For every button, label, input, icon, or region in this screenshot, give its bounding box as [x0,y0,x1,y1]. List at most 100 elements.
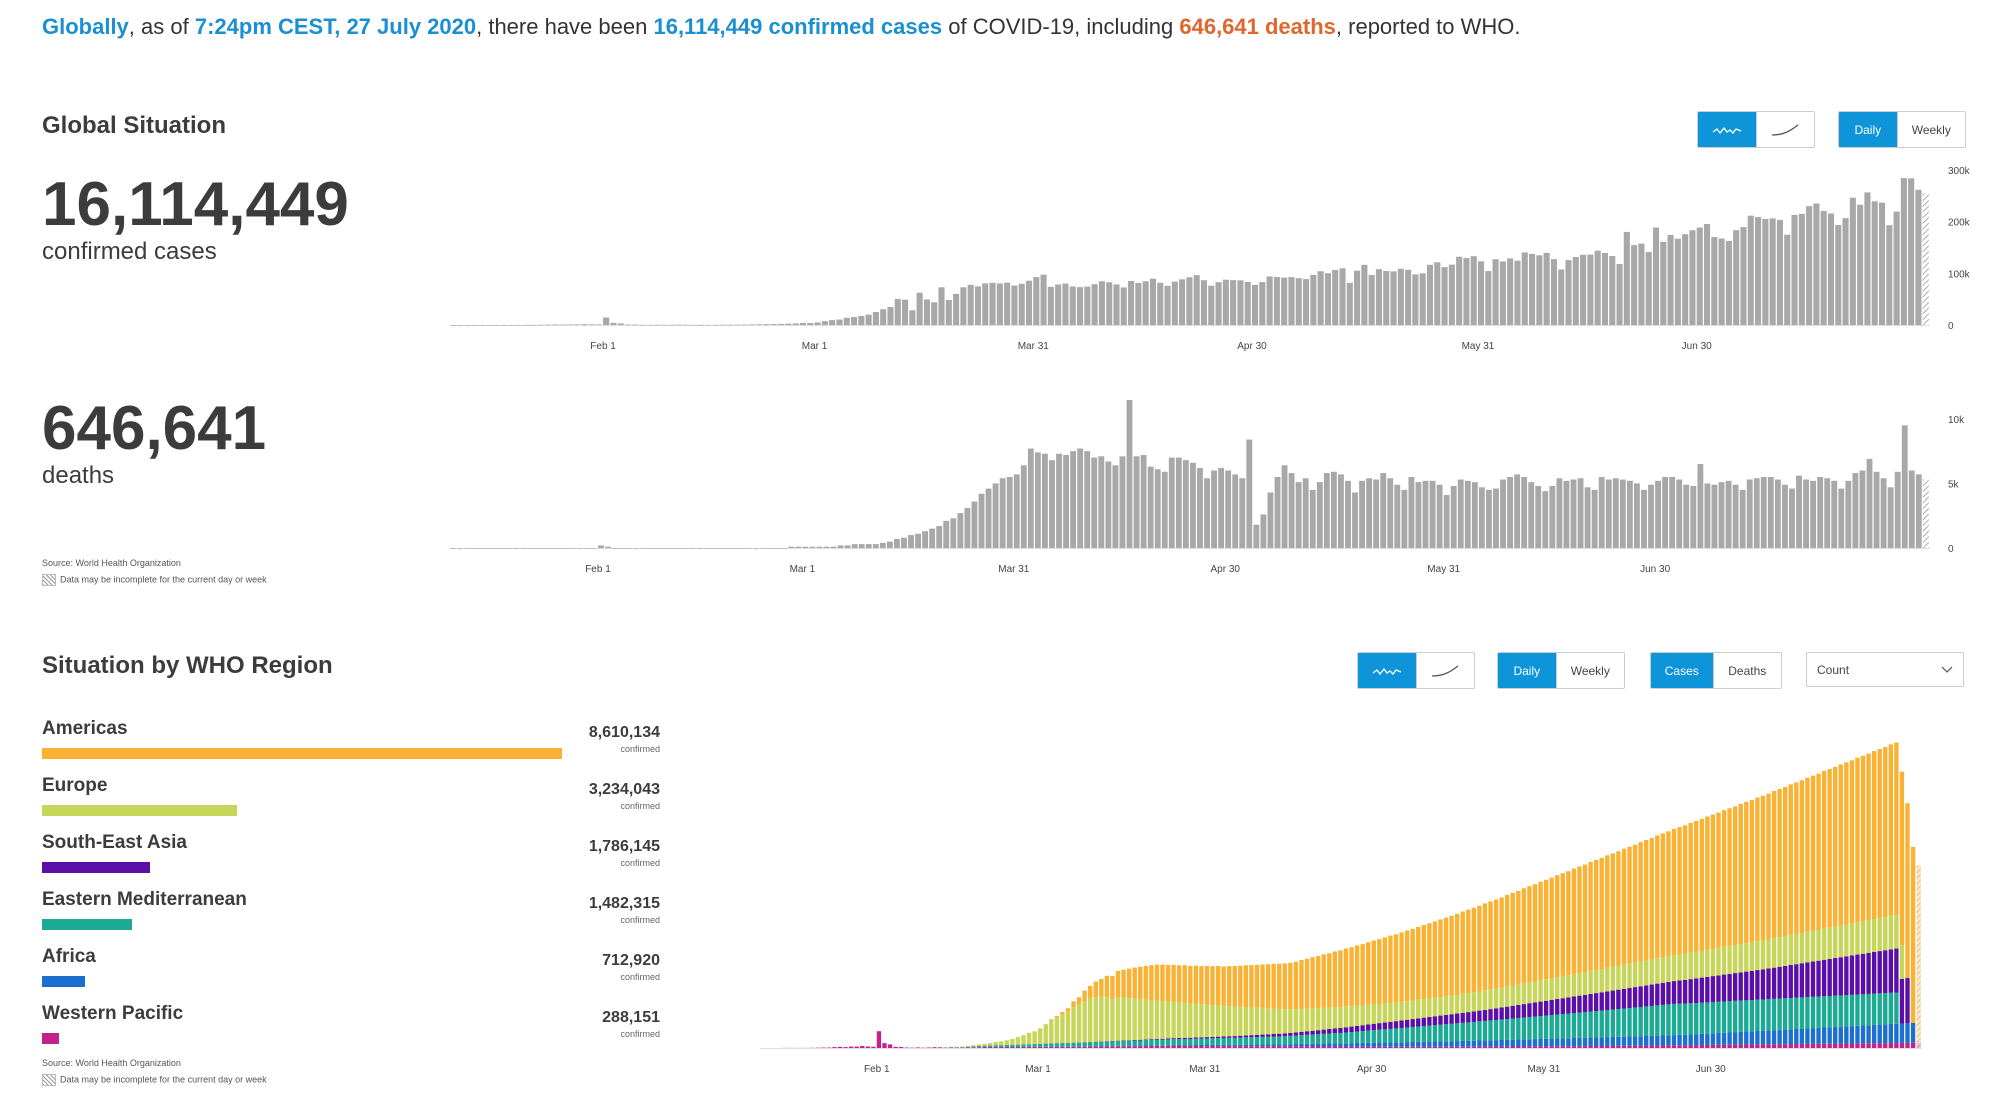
stacked-bar-segment [1627,1008,1632,1037]
x-tick-label: Apr 30 [1357,1064,1387,1075]
bar [1577,478,1584,548]
stacked-bar-segment [1493,1019,1499,1041]
stacked-bar-segment [1438,1024,1443,1042]
stacked-bar-segment [1727,1032,1732,1045]
region-weekly-button[interactable]: Weekly [1555,653,1624,688]
stacked-bar-segment [1688,1045,1693,1048]
bar [1346,282,1353,325]
region-row-africa[interactable]: Africa 712,920 confirmed [42,946,662,996]
stacked-bar-segment [1432,1041,1438,1047]
stacked-bar-segment [1493,988,1499,1009]
global-daily-button[interactable]: Daily [1839,112,1897,147]
bar [457,548,463,549]
region-cases-button[interactable]: Cases [1651,653,1713,688]
stacked-bar-segment [1015,1044,1021,1047]
x-tick-label: Mar 31 [1018,341,1050,352]
region-daily-wave-toggle[interactable] [1358,653,1416,688]
bar [1648,484,1654,548]
bar [1871,201,1878,325]
stacked-bar-segment [1366,1042,1371,1047]
stacked-bar-segment [1149,1046,1154,1048]
bar [1718,238,1725,325]
stacked-bar-segment [915,1047,921,1048]
stacked-bar-segment [1532,1039,1538,1047]
daily-wave-toggle[interactable] [1698,112,1756,147]
stacked-bar-segment [1338,950,1343,1008]
stacked-bar-segment [1076,1042,1082,1047]
region-row-eastern-mediterranean[interactable]: Eastern Mediterranean 1,482,315 confirmed [42,889,662,939]
region-scale-dropdown[interactable]: Count [1806,652,1964,687]
x-tick-label: Mar 1 [802,341,828,352]
stacked-bar-segment [1777,966,1782,999]
stacked-bar-segment [1171,1045,1176,1048]
bar [464,325,471,326]
stacked-bar-segment [1249,1037,1254,1045]
stacked-bar-segment [1582,1046,1588,1048]
bar [610,322,617,325]
stacked-bar-segment [1327,1046,1332,1048]
stacked-bar-segment [1310,957,1315,1009]
bar [1463,258,1470,325]
bar [1251,284,1259,325]
stacked-bar-segment [1188,1037,1193,1039]
stacked-bar-segment [1360,1005,1365,1026]
bar [661,324,668,326]
stacked-bar-segment [1855,922,1860,955]
stacked-bar-segment [1366,942,1371,1005]
bar [858,315,865,325]
stacked-bar-segment [1421,1046,1426,1048]
bar [548,548,555,549]
region-row-south-east-asia[interactable]: South-East Asia 1,786,145 confirmed [42,832,662,882]
x-tick-label: Feb 1 [590,341,616,352]
global-weekly-button[interactable]: Weekly [1896,112,1965,147]
stacked-bar-segment [1165,1045,1171,1046]
stacked-bar-segment [1694,1045,1699,1048]
region-row-americas[interactable]: Americas 8,610,134 confirmed [42,718,662,768]
stacked-bar-segment [1543,1015,1549,1039]
region-row-europe[interactable]: Europe 3,234,043 confirmed [42,775,662,825]
cumulative-curve-toggle[interactable] [1755,112,1815,147]
stacked-bar-segment [1760,1044,1766,1048]
region-cumulative-curve-toggle[interactable] [1415,653,1475,688]
stacked-bar-segment [1099,1046,1104,1048]
bar [953,293,960,325]
stacked-bar-segment [1327,1007,1332,1030]
region-row-western-pacific[interactable]: Western Pacific 288,151 confirmed [42,1003,662,1053]
stacked-bar-segment [1821,1027,1827,1044]
stacked-bar-segment [1844,956,1849,996]
bar [710,548,717,549]
stacked-bar-segment [1399,1027,1404,1043]
stacked-bar-segment [1482,1009,1488,1021]
stacked-bar-segment [1532,1046,1538,1048]
stacked-bar-segment [1738,972,1743,1001]
stacked-bar-segment [882,1043,887,1048]
stacked-bar-segment [1749,1044,1755,1048]
stacked-bar-segment [1099,996,1104,1042]
bar [562,548,569,549]
bar [1641,489,1647,549]
bar [617,323,624,325]
stacked-bar-segment [1432,1016,1438,1026]
bar [1135,282,1142,325]
stacked-bar-segment [1460,1040,1465,1047]
stacked-bar-segment [1510,1046,1515,1048]
stacked-bar-segment [1210,1036,1215,1039]
stacked-bar-segment [1721,1001,1727,1033]
region-daily-button[interactable]: Daily [1498,653,1556,688]
stacked-bar-segment [1477,1040,1482,1047]
stacked-bar-segment [1555,1038,1560,1047]
region-value: 8,610,134 [588,724,660,741]
stacked-bar-segment [1821,996,1827,1028]
stacked-bar-segment [1332,1028,1338,1034]
region-deaths-button[interactable]: Deaths [1712,653,1781,688]
bar [583,548,590,549]
stacked-bar-segment [1755,1044,1760,1048]
stacked-bar-segment [1860,994,1866,1026]
confirmed-cases-label: confirmed cases [42,238,217,265]
stacked-bar-segment [1310,1046,1315,1048]
bar [814,322,821,325]
stacked-bar-segment [1104,1046,1110,1048]
bar [1295,482,1302,549]
stacked-bar-segment [1899,771,1905,946]
stacked-bar-segment [1771,1030,1777,1045]
